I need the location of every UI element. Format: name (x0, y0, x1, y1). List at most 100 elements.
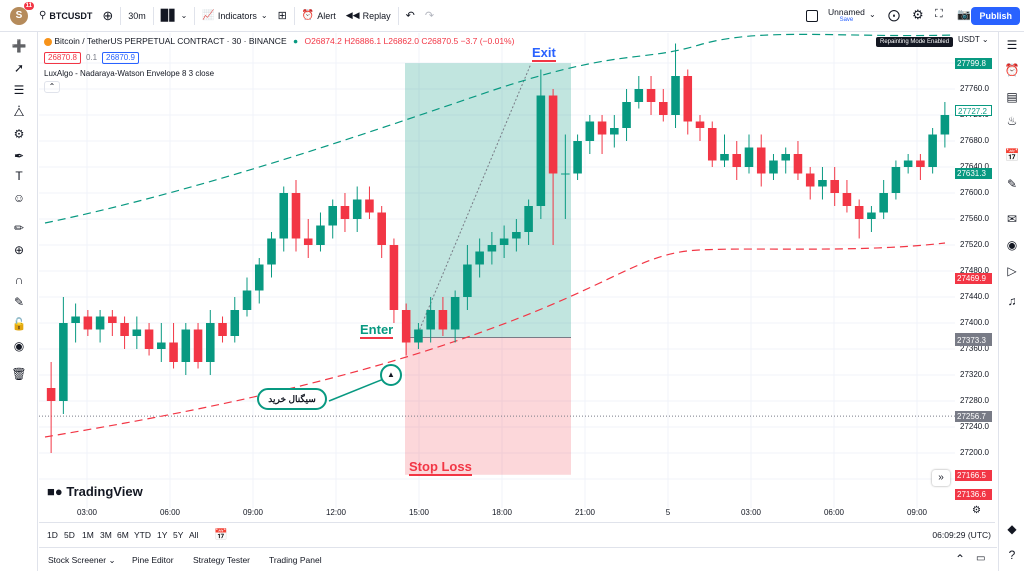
layout-name-button[interactable]: Unnamed Save (828, 8, 865, 24)
candle-body (610, 128, 619, 135)
watchlist-icon[interactable]: ☰ (1006, 38, 1018, 52)
candle-body (597, 121, 607, 135)
price-marker-label: 27727.2 (955, 105, 992, 117)
lock-drawings-icon[interactable]: ✎ (13, 295, 25, 309)
price-marker-label: 27631.3 (955, 167, 992, 179)
trash-icon[interactable]: 🗑 (11, 367, 27, 381)
range-1m[interactable]: 1M (82, 530, 94, 540)
ruler-icon[interactable]: ✏ (13, 221, 25, 235)
chevron-up-icon[interactable]: ⌃ (955, 552, 966, 566)
alerts-clock-icon[interactable]: ⏰ (1004, 63, 1020, 77)
axis-settings-gear-icon[interactable]: ⚙ (972, 505, 981, 516)
emoji-icon[interactable]: ☺ (12, 191, 26, 205)
avatar-letter: S (15, 10, 23, 21)
price-chart[interactable] (39, 33, 995, 540)
range-1d[interactable]: 1D (47, 530, 58, 540)
currency-select[interactable]: USDT ⌄ (958, 35, 989, 44)
chevron-down-icon: ⌄ (260, 11, 268, 20)
range-ytd[interactable]: YTD (134, 530, 151, 540)
interval-button[interactable]: 30m (123, 0, 151, 32)
templates-button[interactable]: ⊞ (273, 0, 292, 32)
symbol-search-button[interactable]: ⚲ BTCUSDT (34, 0, 97, 32)
quick-search-icon[interactable]: ⨀ (888, 8, 900, 22)
ideas-icon[interactable]: ◉ (1006, 238, 1018, 252)
layout-checkbox-icon[interactable] (806, 10, 818, 22)
sell-button[interactable]: 26870.8 (44, 52, 81, 64)
gear-icon[interactable]: ⚙ (912, 7, 924, 22)
maximize-panel-icon[interactable]: ▭ (976, 553, 986, 564)
exit-annotation: Exit (532, 45, 556, 62)
indicators-button[interactable]: 📈 Indicators ⌄ (197, 0, 272, 32)
candle-body (414, 329, 423, 343)
camera-icon[interactable]: 📷 (957, 9, 971, 21)
publish-button[interactable]: Publish (971, 7, 1020, 25)
chart-type-button[interactable]: ▉▋ ⌄ (156, 0, 193, 32)
notifications-icon[interactable]: ♫ (1007, 294, 1017, 308)
streams-icon[interactable]: ▷ (1007, 264, 1017, 278)
candle-body (916, 160, 925, 167)
undo-button[interactable]: ↶ (401, 0, 420, 32)
tradingview-logo[interactable]: ■● TradingView (47, 484, 143, 499)
range-5d[interactable]: 5D (64, 530, 75, 540)
lock-icon[interactable]: 🔓 (11, 317, 27, 331)
grid-icon: ⊞ (277, 10, 287, 22)
redo-button[interactable]: ↷ (420, 0, 439, 32)
fullscreen-icon[interactable]: ⛶ (935, 8, 943, 20)
user-avatar[interactable]: S 11 (10, 1, 34, 25)
buy-signal-callout: سیگنال خرید (257, 388, 327, 410)
range-3m[interactable]: 3M (100, 530, 112, 540)
goto-date-icon[interactable]: 📅 (214, 529, 228, 541)
range-5y[interactable]: 5Y (173, 530, 184, 540)
tab-pine-editor[interactable]: Pine Editor (132, 555, 174, 565)
data-window-icon[interactable]: ▤ (1006, 90, 1018, 104)
price-tick-label: 27600.0 (960, 188, 989, 197)
replay-button[interactable]: ◀◀ Replay (341, 0, 396, 32)
candle-body (450, 297, 460, 330)
chevron-down-icon[interactable]: ⌄ (869, 10, 876, 19)
time-tick-label: 09:00 (242, 508, 264, 517)
utc-clock[interactable]: 06:09:29 (UTC) (932, 530, 991, 540)
candle-body (744, 147, 754, 167)
candle-body (132, 329, 142, 336)
price-tick-label: 27520.0 (960, 240, 989, 249)
brush-icon[interactable]: ✒ (13, 149, 25, 163)
eye-icon[interactable]: ◉ (13, 339, 25, 353)
candle-body (144, 329, 154, 349)
zoom-in-icon[interactable]: ⊕ (13, 243, 25, 257)
range-all[interactable]: All (189, 530, 199, 540)
crosshair-icon[interactable]: ➕ (11, 39, 27, 53)
magnet-icon[interactable]: ∩ (14, 273, 24, 287)
stop-loss-zone (405, 337, 571, 475)
collapse-legend-button[interactable]: ⌃ (44, 81, 60, 93)
pattern-icon[interactable]: ⧊ (13, 104, 25, 119)
layers-icon[interactable]: ◆ (1007, 522, 1017, 536)
candle-body (891, 167, 901, 193)
compare-symbol-button[interactable]: ⊕ (97, 0, 118, 32)
range-6m[interactable]: 6M (117, 530, 129, 540)
alert-button[interactable]: ⏰ Alert (297, 0, 341, 32)
range-1y[interactable]: 1Y (157, 530, 168, 540)
hotlists-icon[interactable]: ♨ (1006, 114, 1018, 128)
chat-icon[interactable]: ✉ (1006, 212, 1018, 226)
buy-button[interactable]: 26870.9 (102, 52, 139, 64)
candle-body (181, 329, 191, 362)
calendar-icon[interactable]: 📅 (1004, 148, 1020, 162)
candle-body (352, 199, 362, 219)
undo-icon: ↶ (405, 10, 415, 22)
scroll-to-realtime-button[interactable]: » (932, 470, 950, 486)
tab-strategy-tester[interactable]: Strategy Tester (193, 555, 251, 565)
repainting-tooltip: Repainting Mode Enabled (876, 37, 954, 47)
tab-stock-screener[interactable]: Stock Screener ⌄ (48, 555, 116, 566)
fib-retracement-icon[interactable]: ☰ (13, 83, 25, 97)
prediction-icon[interactable]: ⚙ (13, 127, 25, 141)
price-tick-label: 27480.0 (960, 266, 989, 275)
help-icon[interactable]: ? (1008, 548, 1016, 562)
news-icon[interactable]: ✎ (1006, 177, 1018, 191)
indicator-legend[interactable]: LuxAlgo - Nadaraya-Watson Envelope 8 3 c… (44, 69, 215, 78)
tab-trading-panel[interactable]: Trading Panel (269, 555, 322, 565)
candle-body (218, 323, 227, 336)
text-icon[interactable]: T (15, 169, 23, 183)
interval-label: 30m (128, 10, 146, 21)
symbol-title[interactable]: Bitcoin / TetherUS PERPETUAL CONTRACT · … (54, 36, 287, 46)
trend-line-icon[interactable]: ➚ (13, 61, 25, 75)
